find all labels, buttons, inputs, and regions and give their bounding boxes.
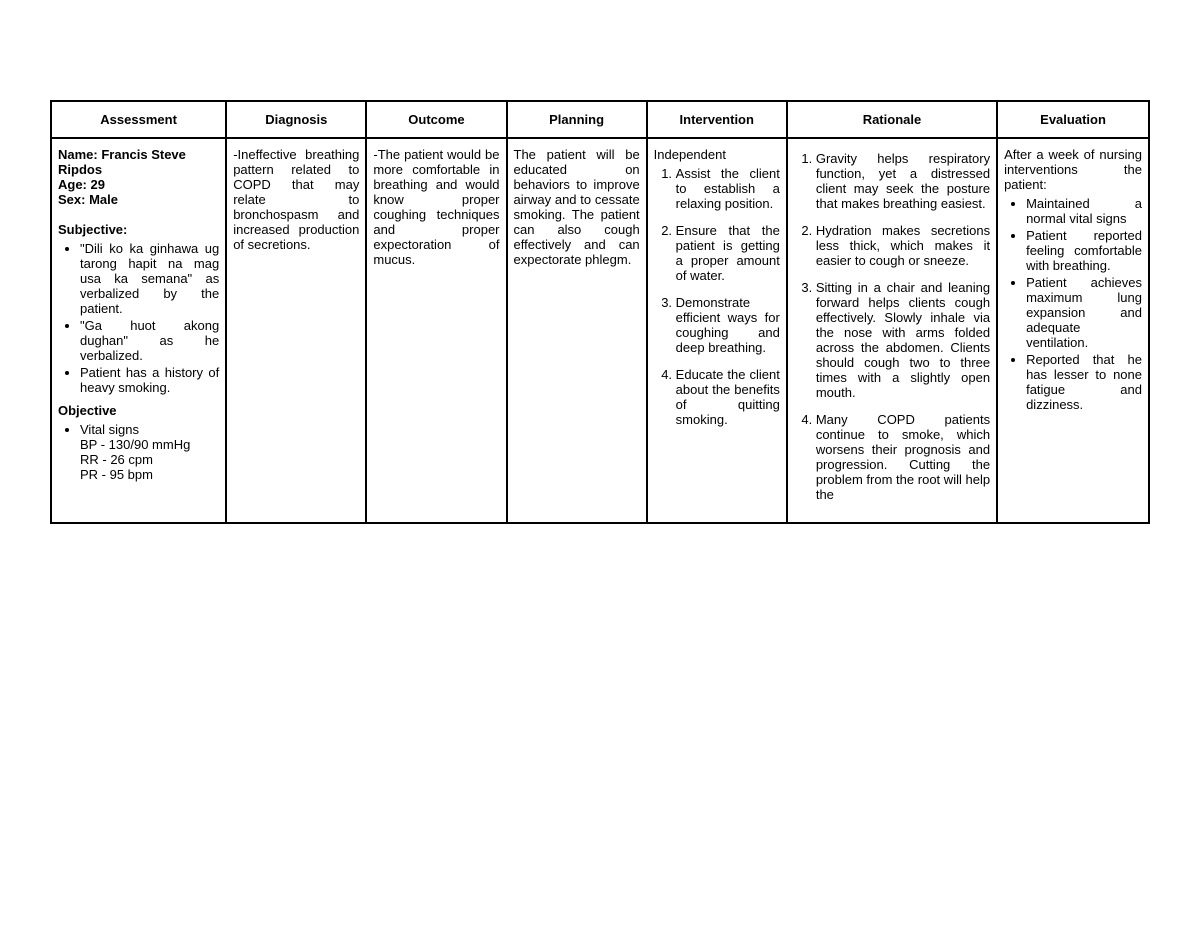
cell-diagnosis: -Ineffective breathing pattern related t… — [226, 138, 366, 523]
evaluation-intro: After a week of nursing interventions th… — [1004, 147, 1142, 192]
evaluation-item: Maintained a normal vital signs — [1026, 196, 1142, 226]
subjective-item: "Ga huot akong dughan" as he verbalized. — [80, 318, 219, 363]
header-outcome: Outcome — [366, 101, 506, 138]
subjective-label: Subjective: — [58, 222, 219, 237]
cell-intervention: Independent Assist the client to establi… — [647, 138, 787, 523]
header-row: Assessment Diagnosis Outcome Planning In… — [51, 101, 1149, 138]
header-assessment: Assessment — [51, 101, 226, 138]
header-rationale: Rationale — [787, 101, 997, 138]
rationale-list: Gravity helps respiratory function, yet … — [794, 151, 990, 502]
intervention-item: Educate the client about the benefits of… — [676, 367, 780, 427]
objective-item: Vital signs BP - 130/90 mmHg RR - 26 cpm… — [80, 422, 219, 482]
vital-signs-label: Vital signs — [80, 422, 139, 437]
independent-label: Independent — [654, 147, 780, 162]
cell-planning: The patient will be educated on behavior… — [507, 138, 647, 523]
intervention-item: Assist the client to establish a relaxin… — [676, 166, 780, 211]
header-evaluation: Evaluation — [997, 101, 1149, 138]
evaluation-item: Patient achieves maximum lung expansion … — [1026, 275, 1142, 350]
patient-name: Name: Francis Steve Ripdos — [58, 147, 219, 177]
cell-evaluation: After a week of nursing interventions th… — [997, 138, 1149, 523]
rationale-item: Many COPD patients continue to smoke, wh… — [816, 412, 990, 502]
vital-pr: PR - 95 bpm — [80, 467, 153, 482]
objective-list: Vital signs BP - 130/90 mmHg RR - 26 cpm… — [58, 422, 219, 482]
rationale-item: Hydration makes secretions less thick, w… — [816, 223, 990, 268]
intervention-item: Ensure that the patient is getting a pro… — [676, 223, 780, 283]
intervention-item: Demonstrate efficient ways for coughing … — [676, 295, 780, 355]
rationale-item: Gravity helps respiratory function, yet … — [816, 151, 990, 211]
rationale-item: Sitting in a chair and leaning forward h… — [816, 280, 990, 400]
header-intervention: Intervention — [647, 101, 787, 138]
subjective-item: Patient has a history of heavy smoking. — [80, 365, 219, 395]
intervention-list: Assist the client to establish a relaxin… — [654, 166, 780, 427]
content-row: Name: Francis Steve Ripdos Age: 29 Sex: … — [51, 138, 1149, 523]
cell-outcome: -The patient would be more comfortable i… — [366, 138, 506, 523]
subjective-list: "Dili ko ka ginhawa ug tarong hapit na m… — [58, 241, 219, 395]
objective-label: Objective — [58, 403, 219, 418]
patient-sex: Sex: Male — [58, 192, 219, 207]
vital-rr: RR - 26 cpm — [80, 452, 153, 467]
evaluation-item: Reported that he has lesser to none fati… — [1026, 352, 1142, 412]
nursing-care-plan-table: Assessment Diagnosis Outcome Planning In… — [50, 100, 1150, 524]
header-planning: Planning — [507, 101, 647, 138]
subjective-item: "Dili ko ka ginhawa ug tarong hapit na m… — [80, 241, 219, 316]
vital-bp: BP - 130/90 mmHg — [80, 437, 190, 452]
cell-assessment: Name: Francis Steve Ripdos Age: 29 Sex: … — [51, 138, 226, 523]
patient-age: Age: 29 — [58, 177, 219, 192]
evaluation-list: Maintained a normal vital signs Patient … — [1004, 196, 1142, 412]
evaluation-item: Patient reported feeling comfortable wit… — [1026, 228, 1142, 273]
cell-rationale: Gravity helps respiratory function, yet … — [787, 138, 997, 523]
header-diagnosis: Diagnosis — [226, 101, 366, 138]
